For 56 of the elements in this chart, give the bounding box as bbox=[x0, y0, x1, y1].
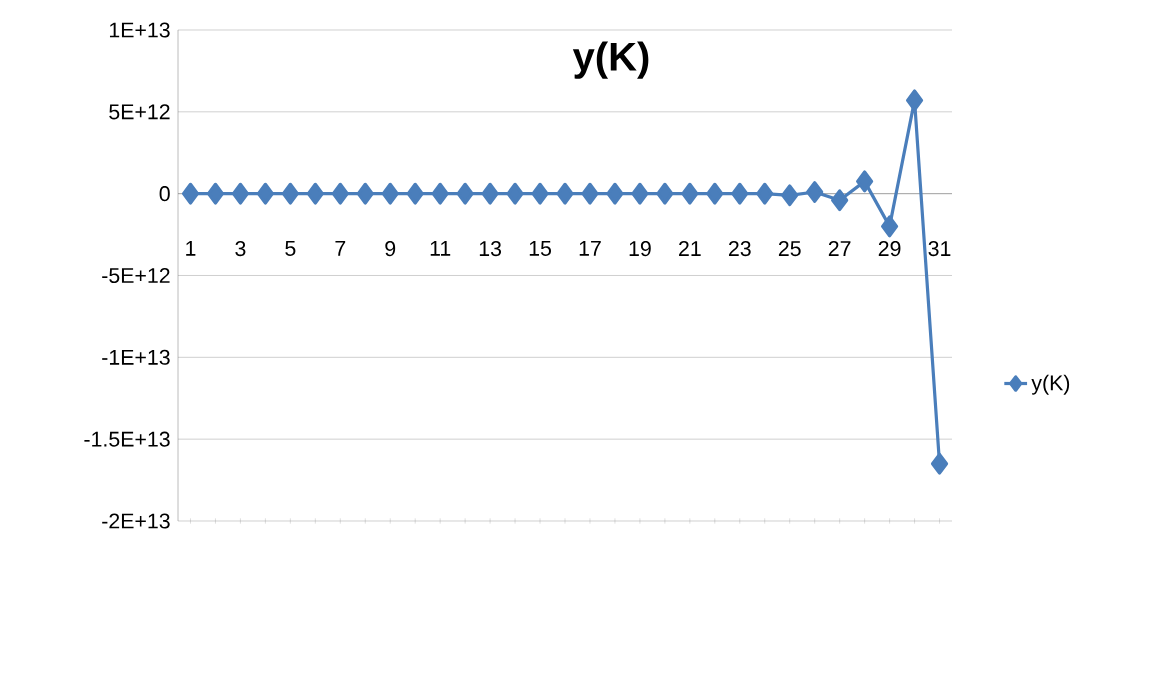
point bbox=[905, 89, 924, 112]
y-tick-label: -2E+13 bbox=[102, 513, 170, 529]
point bbox=[531, 182, 549, 205]
point bbox=[256, 182, 274, 205]
point bbox=[656, 182, 674, 205]
point bbox=[806, 181, 824, 203]
point bbox=[631, 182, 649, 205]
x-tick-label: 25 bbox=[778, 241, 801, 257]
x-tick-label: 1 bbox=[186, 241, 196, 256]
point bbox=[181, 182, 200, 205]
y-tick-label: 0 bbox=[159, 186, 170, 202]
x-tick-label: 19 bbox=[629, 241, 651, 257]
y-tick-label: -1.5E+13 bbox=[84, 431, 170, 447]
point bbox=[356, 182, 374, 205]
point bbox=[506, 182, 524, 205]
point bbox=[206, 182, 225, 205]
point bbox=[456, 182, 474, 205]
point bbox=[930, 452, 949, 475]
point bbox=[306, 182, 324, 205]
y-tick-label: -5E+12 bbox=[102, 267, 170, 284]
x-tick-label: 7 bbox=[335, 241, 346, 256]
point bbox=[731, 182, 749, 205]
x-tick-label: 31 bbox=[928, 241, 951, 257]
point bbox=[231, 182, 250, 205]
x-tick-label: 17 bbox=[579, 241, 601, 256]
point bbox=[606, 182, 624, 205]
y-tick-label: 1E+13 bbox=[109, 22, 170, 38]
point bbox=[706, 182, 724, 205]
point bbox=[281, 182, 299, 205]
x-tick-label: 21 bbox=[679, 241, 701, 256]
point bbox=[556, 182, 574, 205]
x-tick-label: 3 bbox=[235, 241, 246, 257]
point bbox=[880, 215, 899, 238]
point bbox=[406, 182, 424, 205]
chart-title: y(K) bbox=[572, 41, 649, 79]
point bbox=[831, 189, 849, 212]
y-tick-label: -1E+13 bbox=[102, 349, 170, 365]
point bbox=[431, 182, 449, 205]
point bbox=[481, 182, 499, 205]
x-tick-label: 29 bbox=[878, 241, 901, 257]
point bbox=[756, 182, 774, 205]
point bbox=[781, 184, 799, 207]
x-tick-label: 13 bbox=[479, 241, 502, 257]
y-tick-label: 5E+12 bbox=[109, 104, 170, 120]
legend-label: y(K) bbox=[1031, 374, 1070, 395]
point bbox=[856, 170, 874, 193]
point bbox=[331, 182, 349, 205]
point bbox=[581, 182, 599, 205]
x-tick-label: 5 bbox=[285, 241, 296, 256]
x-tick-label: 23 bbox=[728, 241, 751, 257]
x-tick-label: 27 bbox=[828, 241, 851, 256]
x-tick-label: 9 bbox=[385, 241, 396, 257]
x-tick-label: 15 bbox=[529, 241, 551, 256]
x-tick-label: 11 bbox=[430, 241, 451, 256]
point bbox=[381, 182, 399, 205]
point bbox=[681, 182, 699, 205]
